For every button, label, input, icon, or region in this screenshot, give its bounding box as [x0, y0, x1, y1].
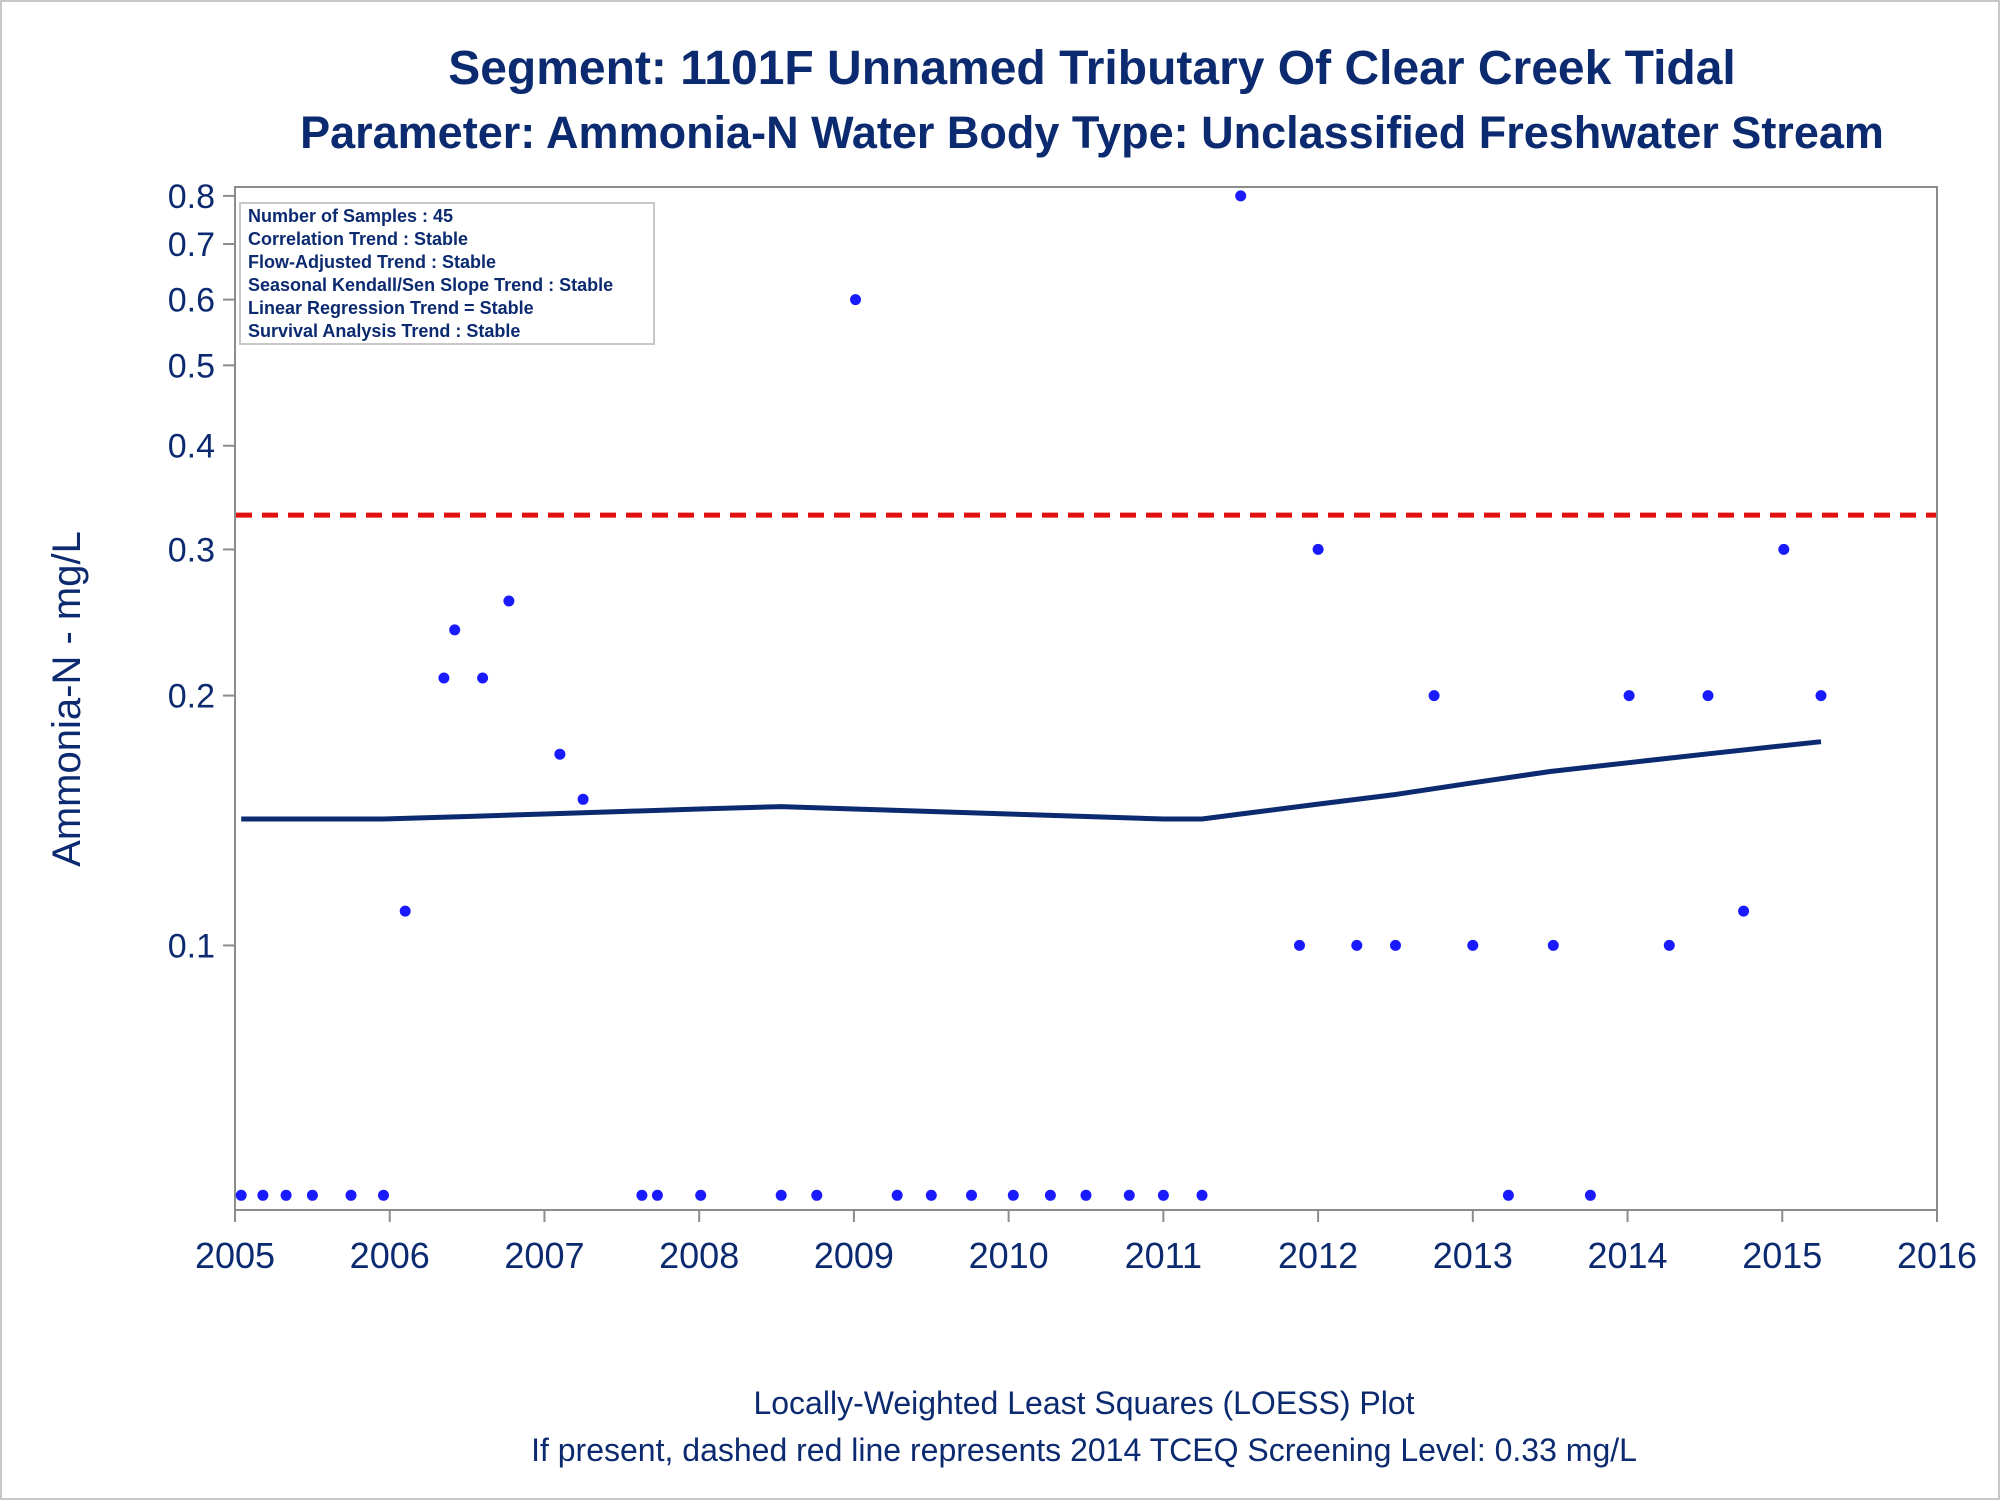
sample-point — [775, 1189, 787, 1201]
sample-point — [280, 1189, 292, 1201]
y-tick-label: 0.2 — [168, 678, 215, 716]
y-tick-label: 0.5 — [168, 347, 215, 385]
sample-point — [1584, 1189, 1596, 1201]
sample-point — [257, 1189, 269, 1201]
sample-point — [1390, 939, 1401, 951]
x-tick-label: 2013 — [1433, 1235, 1513, 1276]
x-tick-label: 2006 — [350, 1235, 430, 1276]
x-tick-label: 2014 — [1587, 1235, 1667, 1276]
sample-point — [1623, 690, 1635, 702]
sample-point — [438, 672, 450, 684]
x-tick-label: 2016 — [1897, 1235, 1977, 1276]
legend-line-flow-adjusted: Flow-Adjusted Trend : Stable — [248, 252, 496, 272]
x-tick-label: 2012 — [1278, 1235, 1358, 1276]
sample-point — [925, 1189, 937, 1201]
x-tick-label: 2007 — [504, 1235, 584, 1276]
legend-line-linear-regression: Linear Regression Trend = Stable — [248, 298, 534, 318]
x-tick-label: 2008 — [659, 1235, 739, 1276]
sample-point — [1157, 1189, 1169, 1201]
y-tick-label: 0.6 — [168, 282, 215, 320]
sample-point — [345, 1189, 357, 1201]
sample-point — [1467, 939, 1479, 951]
sample-point — [1123, 1189, 1135, 1201]
sample-point — [966, 1189, 977, 1201]
x-tick-label: 2011 — [1125, 1235, 1202, 1276]
sample-point — [449, 624, 461, 636]
sample-point — [1502, 1189, 1514, 1201]
loess-trend-line — [241, 739, 1822, 822]
x-tick-label: 2010 — [969, 1235, 1049, 1276]
sample-point — [1547, 939, 1559, 951]
sample-point — [811, 1189, 823, 1201]
legend-line-seasonal-kendall: Seasonal Kendall/Sen Slope Trend : Stabl… — [248, 275, 613, 295]
sample-point — [399, 905, 411, 917]
y-axis-label: Ammonia-N - mg/L — [45, 531, 89, 867]
sample-point — [503, 595, 515, 607]
sample-point — [1007, 1189, 1019, 1201]
x-axis: 2005 2006 2007 2008 2009 2010 2011 2012 2013 2014… — [195, 1210, 1977, 1276]
sample-point — [477, 672, 489, 684]
sample-point — [554, 748, 566, 760]
sample-point — [1044, 1189, 1056, 1201]
sample-point — [1428, 690, 1440, 702]
sample-point — [891, 1189, 903, 1201]
legend-line-survival-analysis: Survival Analysis Trend : Stable — [248, 321, 520, 341]
sample-point — [695, 1189, 707, 1201]
plot-area — [234, 186, 1938, 1211]
sample-point — [378, 1189, 389, 1201]
sample-point — [1663, 939, 1675, 951]
y-tick-label: 0.7 — [168, 226, 215, 264]
sample-point — [850, 294, 861, 306]
sample-point — [1738, 905, 1750, 917]
sample-point — [1080, 1189, 1092, 1201]
sample-point — [1702, 690, 1714, 702]
y-tick-label: 0.4 — [168, 428, 215, 466]
sample-point — [1815, 690, 1827, 702]
series-layer — [235, 190, 1827, 1201]
chart-subtitle: Parameter: Ammonia-N Water Body Type: Un… — [300, 107, 1884, 158]
chart-title: Segment: 1101F Unnamed Tributary Of Clea… — [448, 42, 1736, 95]
legend-box: Number of Samples : 45 Correlation Trend… — [239, 202, 655, 345]
sample-point — [1235, 190, 1247, 202]
sample-point — [651, 1189, 663, 1201]
sample-point — [577, 793, 589, 805]
footer-line-1: Locally-Weighted Least Squares (LOESS) P… — [753, 1385, 1414, 1421]
sample-point — [1312, 543, 1324, 555]
legend-line-correlation: Correlation Trend : Stable — [248, 229, 468, 249]
y-axis: 0.1 0.2 0.3 0.4 0.5 0.6 0.7 0.8 — [168, 178, 235, 965]
y-tick-label: 0.3 — [168, 531, 215, 569]
x-tick-label: 2009 — [814, 1235, 894, 1276]
sample-point — [1778, 543, 1790, 555]
footer-line-2: If present, dashed red line represents 2… — [531, 1432, 1637, 1468]
sample-point — [1196, 1189, 1208, 1201]
legend-line-samples: Number of Samples : 45 — [248, 206, 453, 226]
x-tick-label: 2015 — [1742, 1235, 1822, 1276]
y-tick-label: 0.1 — [168, 927, 215, 965]
sample-point — [636, 1189, 648, 1201]
y-tick-label: 0.8 — [168, 178, 215, 216]
sample-point — [306, 1189, 318, 1201]
x-tick-label: 2005 — [195, 1235, 275, 1276]
sample-point — [235, 1189, 247, 1201]
sample-point — [1294, 939, 1305, 951]
sample-point — [1351, 939, 1363, 951]
